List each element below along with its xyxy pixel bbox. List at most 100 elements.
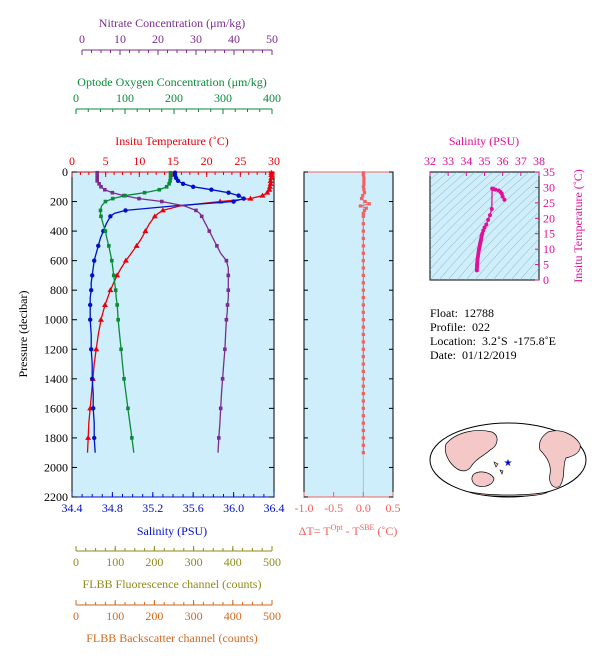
delta-t-point [361,295,365,300]
oxygen-point [109,258,114,263]
salinity-point [241,196,246,201]
oxygen-tick-label: 200 [165,91,183,105]
delta-t-point [361,259,365,263]
oxygen-tick-label: 100 [116,91,134,105]
oxygen-point [107,244,111,248]
delta-t-point [361,171,365,175]
delta-t-point [361,173,365,177]
nitrate-point [110,190,115,195]
delta-t-point [361,443,365,447]
salinity-tick-label: 36.4 [264,501,285,515]
nitrate-tick-label: 50 [266,32,278,46]
ts-y-tick-label: 30 [543,180,555,194]
delta-t-point [362,182,366,186]
salinity-point [191,184,196,189]
ts-point [481,228,486,233]
oxygen-point [142,190,147,195]
oxygen-point [113,288,118,292]
delta-t-point [361,310,365,314]
world-map: ★ [429,422,587,498]
pressure-tick-label: 1600 [44,401,68,415]
delta-t-point [361,384,365,388]
pressure-tick-label: 400 [50,224,68,238]
salinity-point [87,302,93,308]
delta-t-tick-label: -0.5 [324,501,343,515]
ts-y-tick-label: 0 [543,273,549,287]
oxygen-point [115,303,119,307]
nitrate-point [95,179,99,183]
delta-t-point [361,244,365,248]
oxygen-point [116,317,120,322]
temperature-point [122,257,129,263]
nitrate-point [95,176,99,180]
delta-t-point [362,179,366,183]
delta-t-point [361,355,365,359]
salinity-point [92,435,97,441]
backscatter-tick-label: 0 [73,609,79,623]
delta-t-point [362,188,366,192]
ts-point [484,222,489,227]
backscatter-axis: 0 100 200 300 400 500 [73,600,281,623]
fluorescence-tick-label: 200 [145,555,163,569]
ts-density-contour [430,172,521,260]
fluorescence-tick-label: 100 [106,555,124,569]
delta-t-point [361,391,365,396]
salinity-point [226,190,231,195]
nitrate-tick-label: 40 [228,32,240,46]
oxygen-tick-label: 300 [214,91,232,105]
ts-density-contour [430,172,449,189]
oxygen-point [123,193,127,198]
oxygen-axis-label: Optode Oxygen Concentration (μm/kg) [77,75,266,89]
ts-temperature-axis-label: Insitu Temperature (˚C) [571,169,585,283]
delta-t-point [361,318,365,322]
ts-point [500,194,505,199]
delta-t-point [361,451,365,455]
temperature-point [93,346,100,352]
ts-density-contour [492,229,539,280]
temperature-tick-label: 20 [201,154,213,168]
ts-salinity-axis: 32 33 34 35 36 37 38 [424,154,545,176]
pressure-tick-label: 200 [50,195,68,209]
ts-y-tick-label: 10 [543,242,555,256]
salinity-point [90,273,95,278]
delta-t-point [361,436,365,440]
temperature-tick-label: 5 [103,154,109,168]
salinity-point [231,199,236,204]
temperature-point [114,272,121,278]
fluorescence-tick-label: 300 [185,555,203,569]
nitrate-point [226,288,231,292]
nitrate-axis: 0 10 20 30 40 50 [79,32,278,55]
nitrate-point [99,184,103,189]
oxygen-point [111,273,116,278]
nitrate-point [215,244,219,248]
delta-t-point [361,281,365,285]
ts-salinity-axis-label: Salinity (PSU) [449,134,519,148]
oxygen-point [119,347,123,352]
temperature-tick-label: 10 [133,154,145,168]
delta-t-point [361,406,365,410]
nitrate-point [224,258,229,263]
oxygen-point [98,208,103,213]
float-info-panel: Float: 12788 Profile: 022 Location: 3.2˚… [430,306,556,362]
map-land-asia [444,430,498,472]
oxygen-point [168,173,173,177]
nitrate-point [199,214,204,219]
map-land-australia [471,471,495,487]
delta-t-tick-label: -1.0 [295,501,314,515]
backscatter-tick-label: 400 [224,609,242,623]
oxygen-tick-label: 0 [73,91,79,105]
ts-density-contours [430,172,539,280]
delta-t-point [361,288,365,292]
salinity-point [236,193,241,198]
pressure-axis-label: Pressure (decibar) [16,291,30,378]
delta-t-tick-label: 0.5 [386,501,401,515]
nitrate-tick-label: 20 [152,32,164,46]
salinity-tick-label: 36.0 [223,501,244,515]
ts-density-contour [510,247,539,280]
pressure-tick-label: 600 [50,254,68,268]
ts-density-contour [430,172,458,197]
salinity-tick-label: 35.2 [142,501,163,515]
salinity-axis-label: Salinity (PSU) [137,524,207,538]
ts-density-contour [430,172,476,214]
backscatter-tick-label: 500 [263,609,281,623]
